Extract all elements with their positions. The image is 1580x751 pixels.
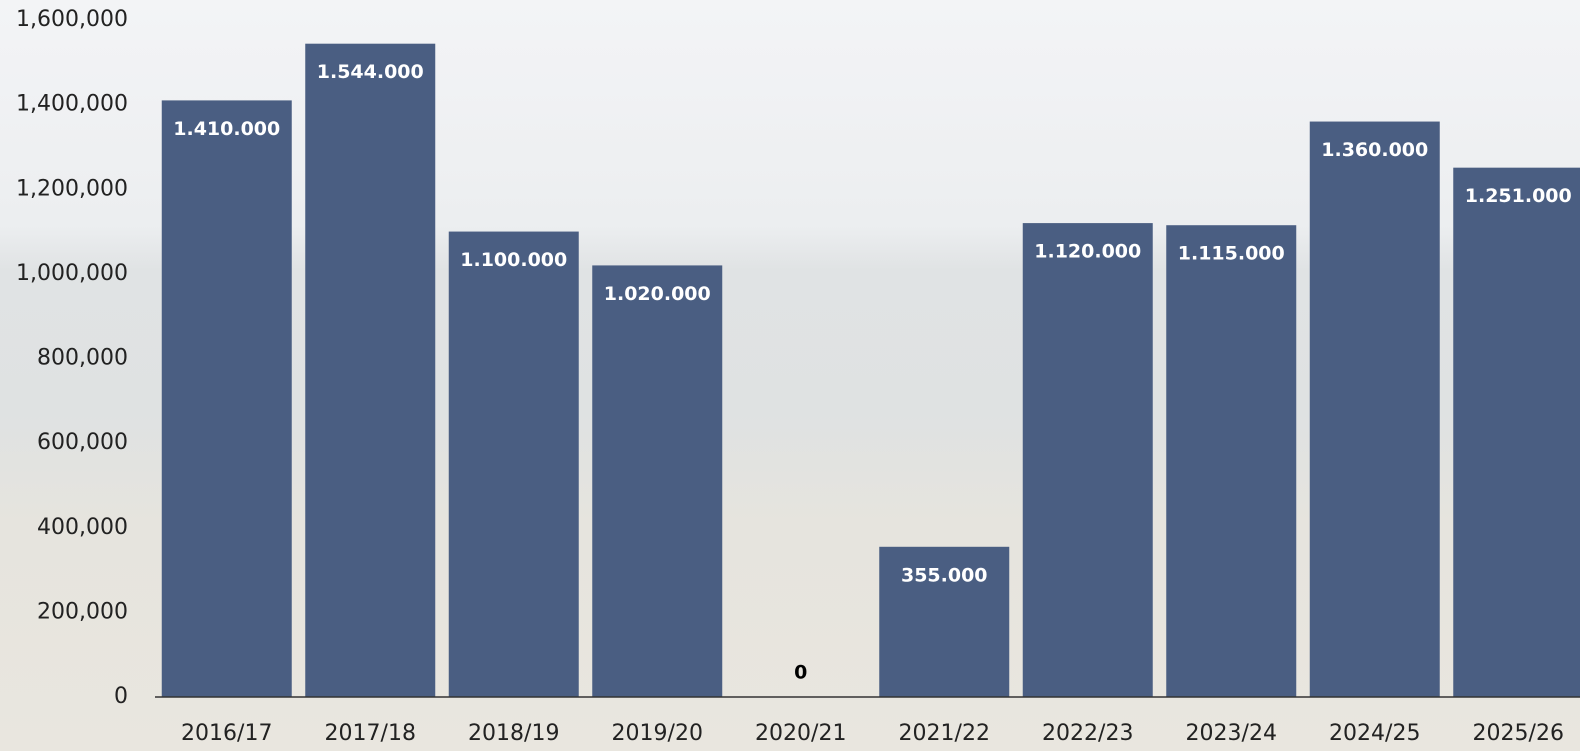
bar [448, 231, 579, 697]
x-tick-label: 2023/24 [1186, 721, 1277, 746]
value-label: 1.410.000 [173, 118, 280, 140]
x-tick-label: 2019/20 [612, 721, 703, 746]
x-tick-label: 2022/23 [1042, 721, 1133, 746]
value-label: 1.115.000 [1178, 243, 1285, 265]
y-tick-label: 1,200,000 [16, 176, 128, 201]
x-tick-label: 2021/22 [899, 721, 990, 746]
value-label: 1.251.000 [1465, 185, 1572, 207]
bar [1166, 225, 1297, 697]
y-tick-label: 200,000 [37, 599, 128, 624]
x-tick-label: 2016/17 [181, 721, 272, 746]
bar [592, 265, 723, 697]
bar [879, 546, 1010, 697]
value-label: 0 [794, 662, 807, 684]
y-tick-label: 1,400,000 [16, 92, 128, 117]
y-tick-label: 800,000 [37, 346, 128, 371]
bar [1309, 121, 1440, 698]
y-tick-label: 1,000,000 [16, 261, 128, 286]
bar [1453, 167, 1580, 697]
x-tick-label: 2025/26 [1473, 721, 1564, 746]
y-tick-label: 400,000 [37, 515, 128, 540]
x-tick-label: 2020/21 [755, 721, 846, 746]
x-tick-label: 2017/18 [325, 721, 416, 746]
value-label: 355.000 [901, 564, 988, 586]
x-tick-label: 2018/19 [468, 721, 559, 746]
value-label: 1.544.000 [317, 61, 424, 83]
value-label: 1.360.000 [1321, 139, 1428, 161]
value-label: 1.020.000 [604, 283, 711, 305]
value-label: 1.120.000 [1034, 241, 1141, 263]
bar [161, 100, 292, 698]
y-tick-label: 1,600,000 [16, 7, 128, 32]
value-label: 1.100.000 [460, 249, 567, 271]
bar [1022, 223, 1153, 697]
x-tick-label: 2024/25 [1329, 721, 1420, 746]
bar [305, 43, 436, 697]
y-tick-label: 600,000 [37, 430, 128, 455]
y-tick-label: 0 [114, 684, 128, 709]
